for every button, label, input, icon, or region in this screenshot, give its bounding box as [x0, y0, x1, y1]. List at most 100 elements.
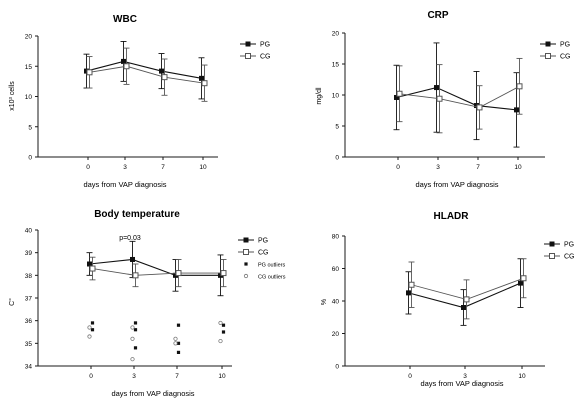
- temp-legend-label: CG outliers: [258, 275, 286, 281]
- crp-data-point-pg: [434, 85, 439, 91]
- temp-legend-label: PG: [258, 238, 268, 245]
- crp-x-tick-label: 10: [514, 164, 522, 171]
- temp-outlier-point: [130, 325, 135, 330]
- crp-data-point-cg: [516, 83, 523, 90]
- crp-data-point-cg: [396, 90, 403, 97]
- hladr-data-point-cg: [463, 296, 470, 303]
- hladr-series-line-pg: [408, 282, 521, 309]
- crp-panel: CRP mg/dl days from VAP diagnosis 0 5 10 15…: [316, 10, 571, 189]
- hladr-x-axis-label: days from VAP diagnosis: [420, 379, 503, 388]
- temp-legend-marker: [244, 262, 248, 266]
- temp-outlier-point: [221, 330, 226, 334]
- wbc-data-point-pg: [159, 68, 164, 74]
- temp-outlier-point: [133, 328, 138, 332]
- hladr-plot-area: 0 20 40 60 80 0 3 10: [332, 234, 545, 380]
- temp-y-tick-label: 37: [25, 296, 33, 303]
- temp-outlier-point: [87, 325, 92, 330]
- temp-y-tick-label: 36: [25, 318, 33, 325]
- temp-legend-label: CG: [258, 250, 269, 257]
- wbc-x-tick-label: 3: [123, 164, 127, 171]
- temp-data-point-cg: [220, 270, 227, 277]
- hladr-x-tick-label: 10: [518, 373, 526, 380]
- temp-outlier-point: [133, 321, 138, 325]
- temp-legend-marker: [243, 249, 249, 255]
- crp-series-line-cg: [399, 85, 520, 108]
- temp-y-tick-label: 35: [25, 341, 33, 348]
- temp-y-tick-label: 40: [25, 228, 33, 235]
- hladr-data-point-cg: [520, 275, 527, 282]
- crp-data-point-cg: [436, 95, 443, 102]
- wbc-x-tick-label: 0: [86, 164, 90, 171]
- hladr-data-point-pg: [406, 290, 411, 296]
- crp-x-axis-label: days from VAP diagnosis: [415, 180, 498, 189]
- crp-y-axis-label: mg/dl: [316, 87, 323, 105]
- temp-series-line-cg: [92, 268, 224, 276]
- hladr-y-tick-label: 20: [332, 331, 340, 338]
- crp-data-point-pg: [394, 94, 399, 100]
- temp-title: Body temperature: [94, 209, 180, 220]
- temp-legend-marker: [243, 273, 249, 279]
- wbc-y-tick-label: 0: [28, 155, 32, 162]
- temp-outlier-point: [130, 357, 135, 362]
- crp-legend-marker: [545, 53, 551, 59]
- temp-outlier-point: [87, 334, 92, 339]
- hladr-data-point-pg: [518, 280, 523, 286]
- temp-outlier-point: [90, 321, 95, 325]
- wbc-legend: PG CG: [240, 41, 271, 61]
- temp-data-point-cg: [132, 272, 139, 279]
- temp-y-tick-label: 38: [25, 273, 33, 280]
- wbc-legend-marker: [245, 53, 251, 59]
- temp-outlier-point: [173, 341, 178, 346]
- temp-outlier-point: [133, 346, 138, 350]
- hladr-y-tick-label: 40: [332, 299, 340, 306]
- temp-x-tick-label: 7: [175, 373, 179, 380]
- temp-outlier-point: [176, 350, 181, 354]
- crp-y-tick-label: 0: [335, 155, 339, 162]
- crp-legend-label: PG: [560, 42, 570, 49]
- wbc-data-point-pg: [121, 58, 126, 64]
- wbc-legend-marker: [245, 41, 251, 47]
- crp-y-tick-label: 10: [332, 93, 340, 100]
- temp-x-axis-label: days from VAP diagnosis: [111, 389, 194, 398]
- wbc-title: WBC: [113, 14, 137, 25]
- wbc-data-point-cg: [161, 74, 168, 81]
- temp-y-tick-label: 34: [25, 364, 33, 371]
- temp-data-point-cg: [89, 265, 96, 272]
- crp-series-line-pg: [396, 86, 517, 111]
- temp-x-tick-label: 3: [132, 373, 136, 380]
- wbc-x-axis-label: days from VAP diagnosis: [83, 180, 166, 189]
- hladr-legend-label: CG: [564, 254, 575, 261]
- temp-outlier-point: [130, 336, 135, 341]
- crp-y-tick-label: 5: [335, 124, 339, 131]
- wbc-data-point-cg: [123, 63, 130, 70]
- temp-x-tick-label: 0: [89, 373, 93, 380]
- hladr-panel: HLADR % days from VAP diagnosis 0 20 40 60 8…: [321, 211, 575, 388]
- wbc-data-point-cg: [86, 69, 93, 76]
- hladr-data-point-cg: [408, 281, 415, 288]
- temp-outlier-point: [173, 336, 178, 341]
- hladr-x-tick-label: 0: [408, 373, 412, 380]
- temp-panel: Body temperature C° days from VAP diagno…: [8, 209, 286, 398]
- crp-x-tick-label: 7: [476, 164, 480, 171]
- temp-outlier-point: [221, 323, 226, 327]
- temp-x-tick-label: 10: [218, 373, 226, 380]
- hladr-x-tick-label: 3: [463, 373, 467, 380]
- wbc-series-line-cg: [89, 65, 205, 84]
- temp-legend-label: PG outliers: [258, 263, 285, 269]
- temp-legend-marker: [243, 237, 249, 243]
- crp-x-tick-label: 3: [436, 164, 440, 171]
- wbc-x-tick-label: 7: [161, 164, 165, 171]
- crp-y-tick-label: 15: [332, 62, 340, 69]
- crp-legend: PG CG: [540, 41, 571, 61]
- temp-legend: PG CG PG outliers CG outliers: [238, 237, 286, 281]
- temp-outlier-point: [218, 320, 223, 326]
- wbc-legend-label: CG: [260, 54, 271, 61]
- hladr-y-tick-label: 0: [335, 364, 339, 371]
- hladr-title: HLADR: [434, 211, 470, 222]
- crp-legend-marker: [545, 41, 551, 47]
- crp-data-point-cg: [476, 104, 483, 111]
- hladr-y-axis-label: %: [321, 299, 328, 305]
- wbc-y-axis-label: x10³ cells: [9, 81, 16, 111]
